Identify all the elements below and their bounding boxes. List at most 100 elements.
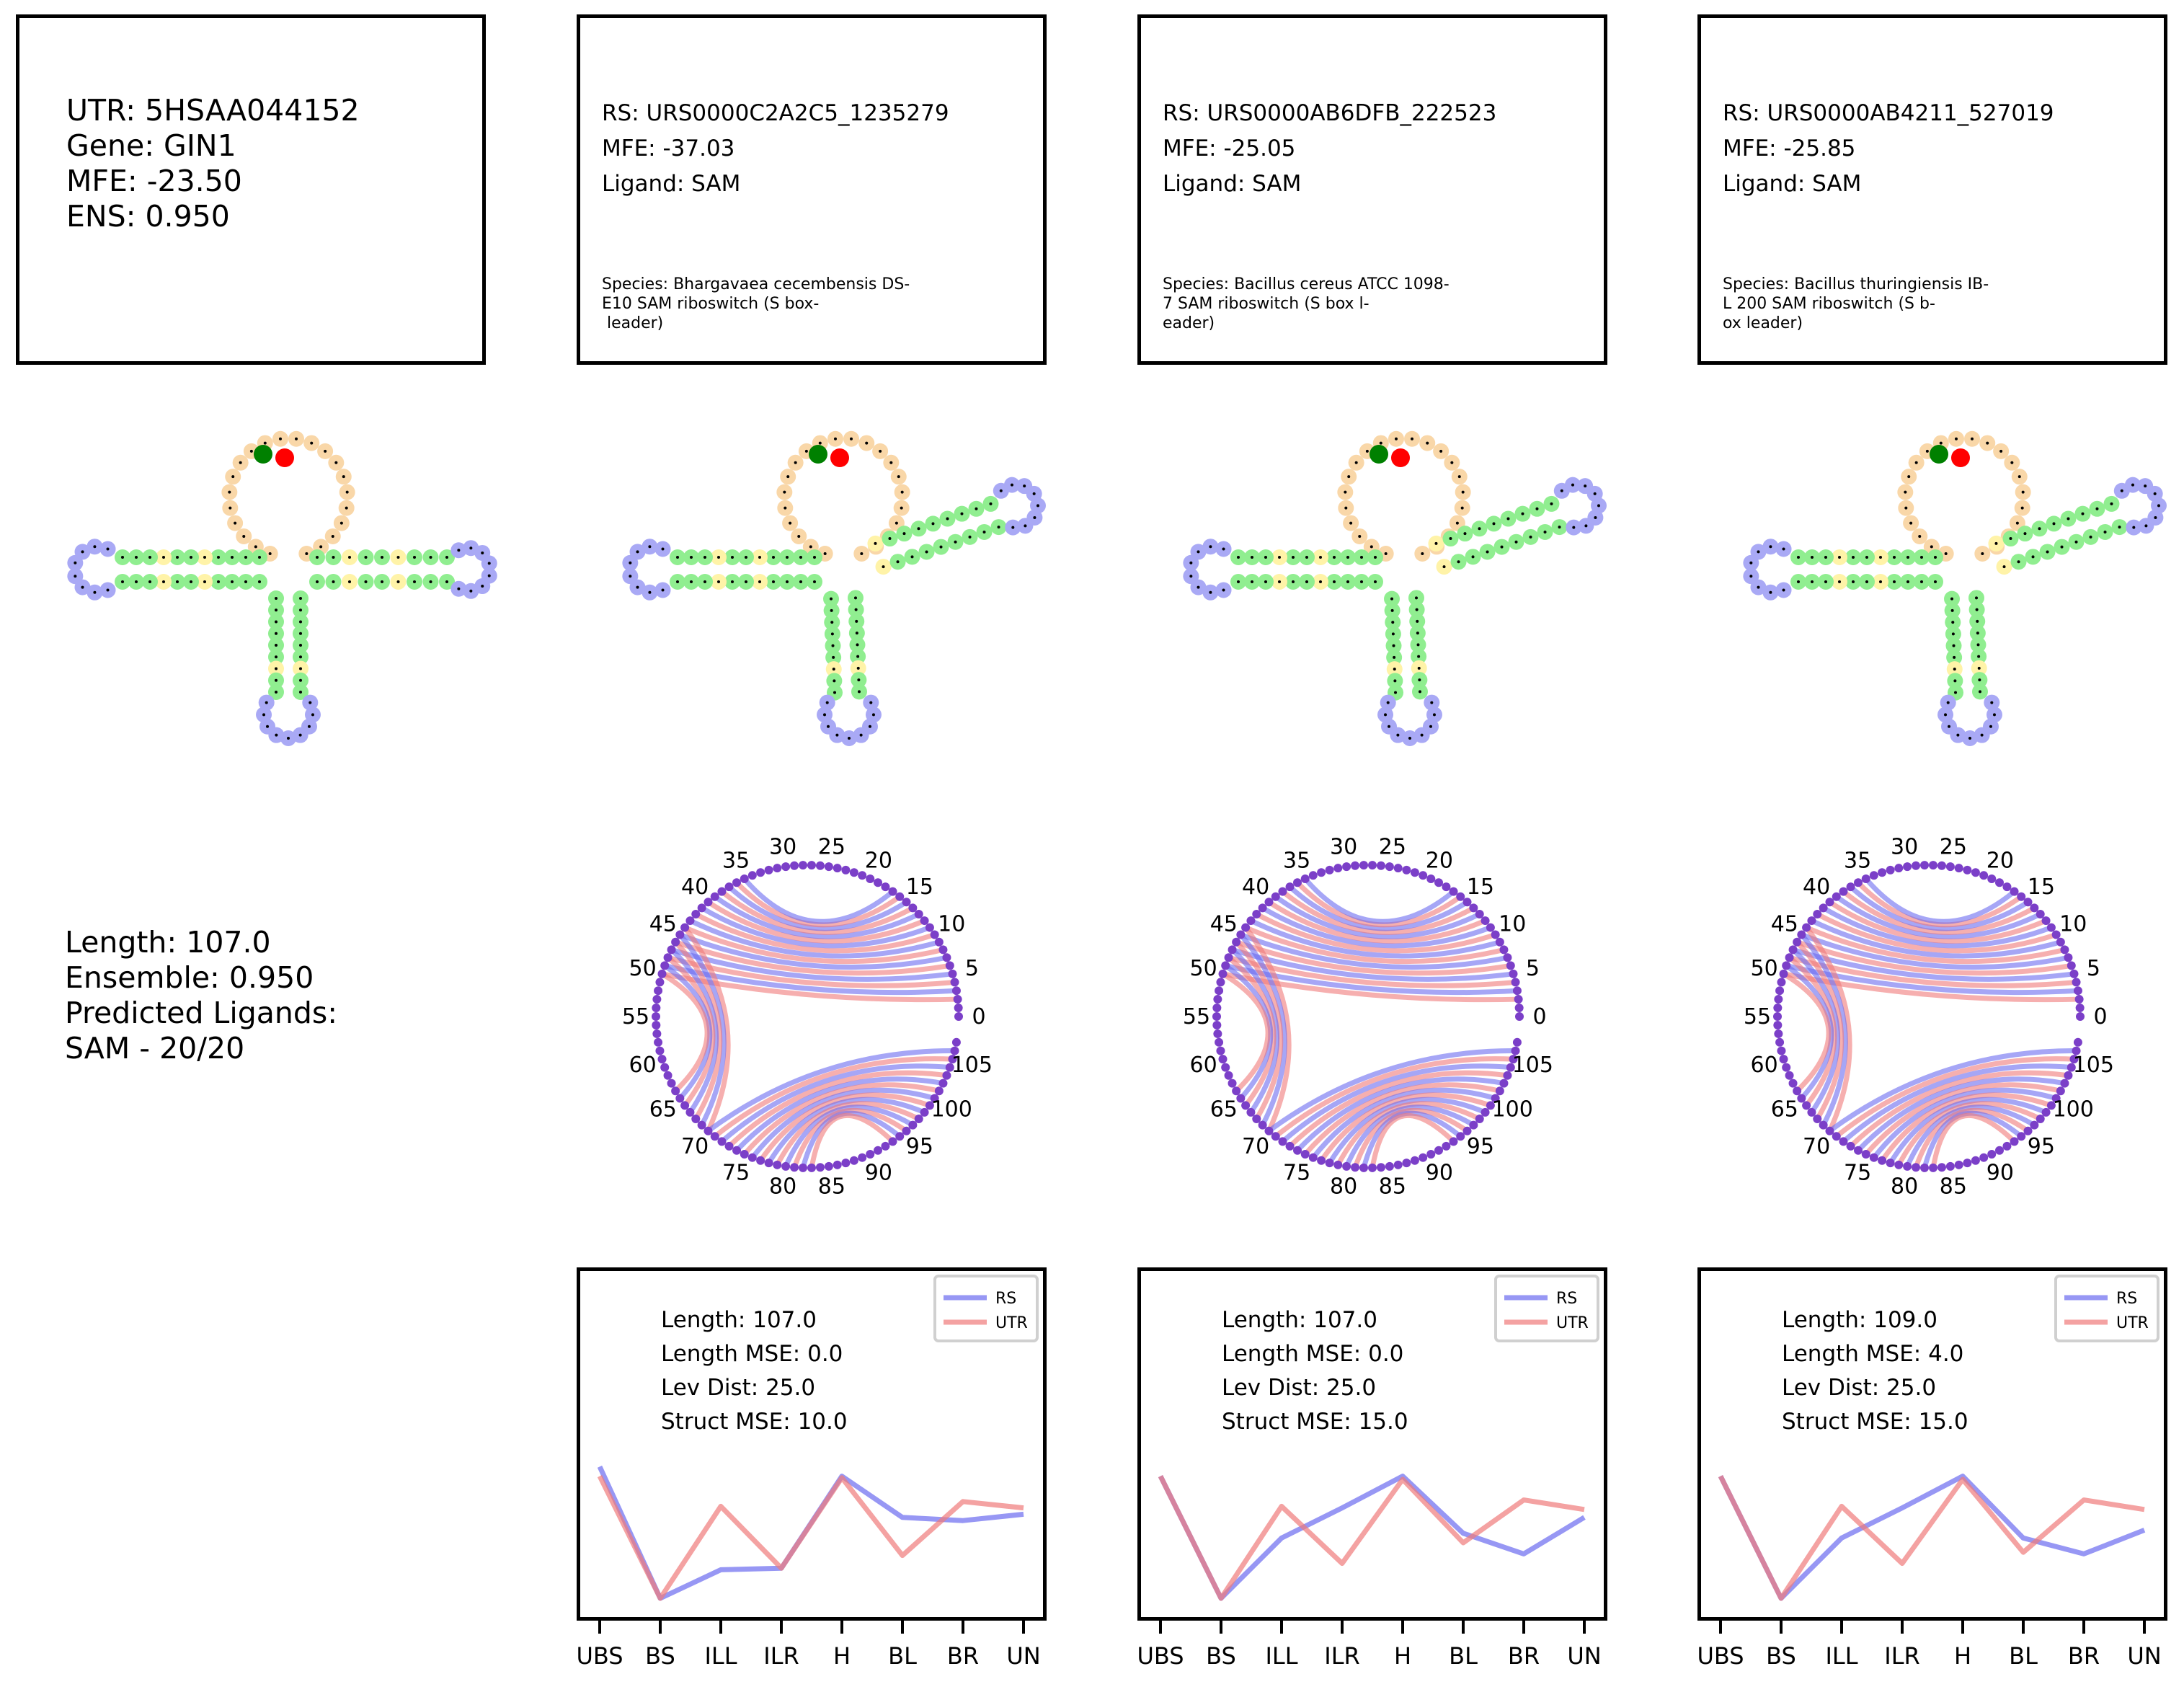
nucleotide <box>1359 861 1369 870</box>
nucleotide <box>1351 861 1360 870</box>
nucleotide-label <box>348 580 351 583</box>
nucleotide <box>667 945 676 955</box>
nucleotide-label <box>457 587 461 590</box>
nucleotide-label <box>190 580 192 583</box>
nucleotide <box>1333 1160 1343 1169</box>
arc-tick-label: 15 <box>1467 874 1494 900</box>
nucleotide <box>2041 916 2051 926</box>
nucleotide-label <box>1390 608 1394 612</box>
arc-tick-label: 50 <box>1751 956 1778 981</box>
base-pair-arc <box>1311 1087 1496 1159</box>
nucleotide <box>1509 969 1518 978</box>
nucleotide-label <box>1980 733 1984 737</box>
nucleotide-label <box>868 725 871 728</box>
nucleotide-label <box>2144 524 2148 528</box>
base-pair-arc <box>1856 1076 2066 1153</box>
nucleotide-label <box>1463 532 1467 536</box>
nucleotide-label <box>1904 506 1908 510</box>
nucleotide <box>1495 1086 1504 1096</box>
nucleotide-label <box>1782 547 1785 551</box>
nucleotide-label <box>772 556 775 559</box>
x-tick-label: ILL <box>1265 1642 1297 1670</box>
arc-tick-label: 80 <box>769 1174 796 1200</box>
base-pair-arc <box>1796 939 2072 976</box>
nucleotide <box>1215 1037 1224 1047</box>
nucleotide <box>1886 865 1895 874</box>
nucleotide <box>841 1159 851 1168</box>
arc-tick-label: 10 <box>1499 911 1526 936</box>
nucleotide <box>1839 887 1848 896</box>
nucleotide <box>951 1037 961 1047</box>
nucleotide <box>1469 1120 1478 1130</box>
nucleotide <box>1410 1156 1419 1165</box>
nucleotide <box>680 1101 690 1110</box>
nucleotide-label <box>676 556 679 559</box>
nucleotide-label <box>148 580 151 583</box>
nucleotide <box>1869 871 1878 880</box>
nucleotide <box>1788 945 1798 955</box>
nucleotide-label <box>1278 556 1281 559</box>
nucleotide <box>1861 874 1870 883</box>
nucleotide-label <box>1457 560 1460 564</box>
nucleotide <box>1802 923 1811 932</box>
nucleotide <box>1514 995 1523 1004</box>
nucleotide-label <box>316 556 319 559</box>
nucleotide-label <box>823 552 827 555</box>
nucleotide <box>858 871 867 880</box>
nucleotide-label <box>2157 504 2160 508</box>
arc-tick-label: 40 <box>1242 874 1269 900</box>
nucleotide-label <box>745 556 747 559</box>
nucleotide-label <box>1457 475 1461 479</box>
nucleotide-label <box>275 620 278 624</box>
nucleotide <box>951 986 961 996</box>
x-tick-label: BL <box>1449 1642 1478 1670</box>
nucleotide-label <box>287 737 290 740</box>
nucleotide <box>671 937 680 947</box>
nucleotide <box>1376 1163 1385 1172</box>
nucleotide <box>1285 882 1295 892</box>
nucleotide <box>1462 1126 1472 1135</box>
series-line-rs <box>1718 1474 2146 1601</box>
nucleotide <box>2017 892 2026 901</box>
nucleotide-label <box>268 552 272 555</box>
nucleotide <box>1846 882 1855 892</box>
start-marker <box>254 445 272 464</box>
nucleotide-label <box>332 580 335 583</box>
nucleotide-label <box>1197 550 1200 554</box>
nucleotide-label <box>234 521 237 525</box>
nucleotide-label <box>813 580 816 583</box>
nucleotide <box>1442 1141 1451 1151</box>
arc-tick-label: 55 <box>622 1004 649 1029</box>
nucleotide <box>1797 1094 1806 1103</box>
base-pair-arc <box>734 880 902 928</box>
nucleotide-label <box>2021 490 2025 494</box>
nucleotide-label <box>1305 556 1308 559</box>
nucleotide <box>1499 1079 1509 1088</box>
nucleotide-label <box>1920 556 1923 559</box>
nucleotide-label <box>310 441 314 445</box>
nucleotide <box>1224 1071 1233 1080</box>
base-pair-arc <box>766 1097 925 1164</box>
nucleotide-label <box>2132 526 2136 529</box>
base-pair-arc <box>1801 932 2069 970</box>
nucleotide-label <box>1811 580 1814 583</box>
nucleotide <box>1271 892 1280 901</box>
nucleotide <box>925 923 934 932</box>
x-tick-label: BR <box>1508 1642 1540 1670</box>
nucleotide-label <box>1506 517 1510 521</box>
arc-tick-label: 100 <box>931 1097 972 1122</box>
nucleotide <box>1819 1120 1828 1130</box>
x-tick-label: ILR <box>1884 1642 1920 1670</box>
nucleotide <box>1506 1063 1515 1072</box>
nucleotide <box>1246 916 1256 926</box>
arc-tick-label: 95 <box>1467 1134 1494 1159</box>
nucleotide-label <box>324 449 327 453</box>
nucleotide-label <box>1396 733 1400 737</box>
arc-tick-label: 0 <box>1532 1004 1546 1029</box>
nucleotide-label <box>1292 580 1295 583</box>
nucleotide <box>1317 868 1326 877</box>
nucleotide <box>1241 923 1251 932</box>
nucleotide-label <box>1426 441 1429 445</box>
arc-tick-label: 45 <box>1210 911 1238 936</box>
nucleotide-label <box>1930 545 1933 549</box>
